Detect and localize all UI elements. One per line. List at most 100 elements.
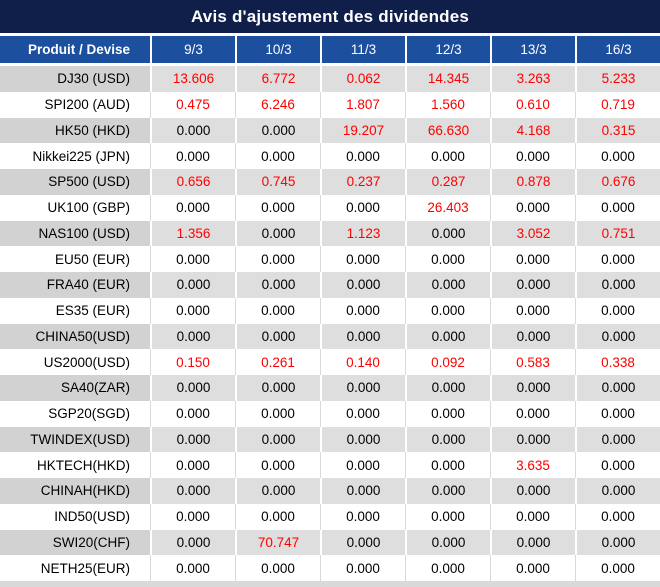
dividend-value-cell: 0.000 — [320, 246, 405, 272]
dividend-value-cell: 0.000 — [575, 272, 660, 298]
divider — [0, 63, 660, 66]
dividend-value-cell: 0.000 — [405, 323, 490, 350]
dividend-value-cell: 14.345 — [405, 66, 490, 92]
dividend-value-cell: 4.168 — [490, 117, 575, 144]
dividend-value-cell: 0.000 — [320, 323, 405, 350]
dividend-value-cell: 0.000 — [235, 297, 320, 324]
dividend-value-cell: 0.000 — [405, 503, 490, 530]
table-row: Nikkei225 (JPN) 0.000 0.000 0.000 0.000 0.000… — [0, 143, 660, 169]
dividend-value-cell: 0.000 — [405, 143, 490, 169]
dividend-value-cell: 0.000 — [490, 323, 575, 350]
dividend-value-cell: 5.233 — [575, 66, 660, 92]
table-row: NETH25(EUR) 0.000 0.000 0.000 0.000 0.000 0.00… — [0, 555, 660, 581]
dividend-value-cell: 0.000 — [490, 194, 575, 221]
product-cell: ES35 (EUR) — [0, 297, 150, 324]
dividend-value-cell: 0.583 — [490, 349, 575, 375]
dividend-value-cell: 1.807 — [320, 91, 405, 118]
dividend-value-cell: 1.123 — [320, 220, 405, 247]
table-row: FRA40 (EUR) 0.000 0.000 0.000 0.000 0.000 0.00… — [0, 272, 660, 298]
dividend-value-cell: 0.000 — [490, 555, 575, 581]
dividend-value-cell: 0.000 — [575, 426, 660, 453]
dividend-value-cell: 0.000 — [490, 246, 575, 272]
dividend-value-cell: 0.000 — [575, 555, 660, 581]
dividend-value-cell: 1.356 — [150, 220, 235, 247]
table-row: SA40(ZAR) 0.000 0.000 0.000 0.000 0.000 0.000 — [0, 375, 660, 401]
dividend-value-cell: 0.000 — [235, 117, 320, 144]
dividend-value-cell: 0.000 — [320, 143, 405, 169]
dividend-value-cell: 0.000 — [490, 400, 575, 427]
dividend-value-cell: 0.000 — [235, 323, 320, 350]
product-cell: NETH25(EUR) — [0, 555, 150, 581]
product-cell: EU50 (EUR) — [0, 246, 150, 272]
table-row: IND50(USD) 0.000 0.000 0.000 0.000 0.000 0.000 — [0, 503, 660, 530]
column-header-product: Produit / Devise — [27, 42, 130, 57]
dividend-value-cell: 0.000 — [490, 503, 575, 530]
dividend-value-cell: 1.560 — [405, 91, 490, 118]
dividend-value-cell: 0.000 — [320, 426, 405, 453]
column-header-date: 11/3 — [320, 36, 405, 63]
dividend-value-cell: 0.000 — [235, 272, 320, 298]
dividend-value-cell: 0.000 — [575, 529, 660, 556]
table-row: CHINAH(HKD) 0.000 0.000 0.000 0.000 0.000 0.00… — [0, 478, 660, 504]
dividend-value-cell: 0.676 — [575, 169, 660, 195]
table-row: US2000(USD) 0.150 0.261 0.140 0.092 0.583 0.33… — [0, 349, 660, 375]
product-cell: HK50 (HKD) — [0, 117, 150, 144]
dividend-value-cell: 0.000 — [490, 426, 575, 453]
dividend-value-cell: 0.287 — [405, 169, 490, 195]
table-row: HKTECH(HKD) 0.000 0.000 0.000 0.000 3.635 0.00… — [0, 452, 660, 478]
dividend-value-cell: 0.000 — [490, 529, 575, 556]
dividend-value-cell: 0.000 — [405, 297, 490, 324]
product-cell: SWI20(CHF) — [0, 529, 150, 556]
table-row: SP500 (USD) 0.656 0.745 0.237 0.287 0.878 0.67… — [0, 169, 660, 195]
dividend-value-cell: 0.000 — [575, 400, 660, 427]
dividend-value-cell: 0.000 — [235, 143, 320, 169]
dividend-value-cell: 0.000 — [405, 555, 490, 581]
dividend-value-cell: 0.000 — [150, 117, 235, 144]
dividend-value-cell: 0.000 — [405, 452, 490, 478]
dividend-value-cell: 0.000 — [235, 503, 320, 530]
dividend-value-cell: 0.000 — [575, 297, 660, 324]
dividend-value-cell: 0.000 — [405, 529, 490, 556]
dividend-value-cell: 0.000 — [235, 375, 320, 401]
dividend-value-cell: 0.000 — [405, 220, 490, 247]
product-cell: TWINDEX(USD) — [0, 426, 150, 453]
dividend-value-cell: 0.000 — [150, 400, 235, 427]
column-header-date: 16/3 — [575, 36, 660, 63]
table-row: NAS100 (USD) 1.356 0.000 1.123 0.000 3.052 0.7… — [0, 220, 660, 247]
dividend-value-cell: 0.150 — [150, 349, 235, 375]
dividend-value-cell: 0.751 — [575, 220, 660, 247]
dividend-value-cell: 0.261 — [235, 349, 320, 375]
dividend-value-cell: 0.000 — [150, 503, 235, 530]
product-cell: FRA40 (EUR) — [0, 272, 150, 298]
dividend-value-cell: 0.000 — [405, 246, 490, 272]
dividend-value-cell: 3.052 — [490, 220, 575, 247]
dividend-value-cell: 0.000 — [235, 555, 320, 581]
dividend-value-cell: 0.745 — [235, 169, 320, 195]
dividend-value-cell: 6.772 — [235, 66, 320, 92]
dividend-value-cell: 0.000 — [490, 478, 575, 504]
dividend-value-cell: 0.000 — [575, 375, 660, 401]
dividend-value-cell: 0.000 — [150, 194, 235, 221]
column-header-date: 12/3 — [405, 36, 490, 63]
dividend-value-cell: 0.000 — [320, 452, 405, 478]
dividend-value-cell: 0.000 — [320, 555, 405, 581]
table-row: CHINA50(USD) 0.000 0.000 0.000 0.000 0.000 0.0… — [0, 323, 660, 350]
dividend-value-cell: 0.000 — [235, 194, 320, 221]
dividend-value-cell: 70.747 — [235, 529, 320, 556]
dividend-value-cell: 0.000 — [575, 194, 660, 221]
column-header-date: 9/3 — [150, 36, 235, 63]
dividend-value-cell: 0.000 — [405, 272, 490, 298]
dividend-value-cell: 0.000 — [405, 426, 490, 453]
dividend-value-cell: 0.000 — [575, 478, 660, 504]
dividend-value-cell: 0.000 — [320, 375, 405, 401]
column-header-date: 10/3 — [235, 36, 320, 63]
column-header-date: 13/3 — [490, 36, 575, 63]
dividend-value-cell: 0.000 — [405, 375, 490, 401]
table-row: UK100 (GBP) 0.000 0.000 0.000 26.403 0.000 0.0… — [0, 194, 660, 221]
dividend-value-cell: 0.000 — [150, 478, 235, 504]
dividend-value-cell: 0.878 — [490, 169, 575, 195]
dividend-value-cell: 0.656 — [150, 169, 235, 195]
dividend-value-cell: 0.000 — [235, 452, 320, 478]
divider — [0, 33, 660, 36]
dividend-value-cell: 0.237 — [320, 169, 405, 195]
